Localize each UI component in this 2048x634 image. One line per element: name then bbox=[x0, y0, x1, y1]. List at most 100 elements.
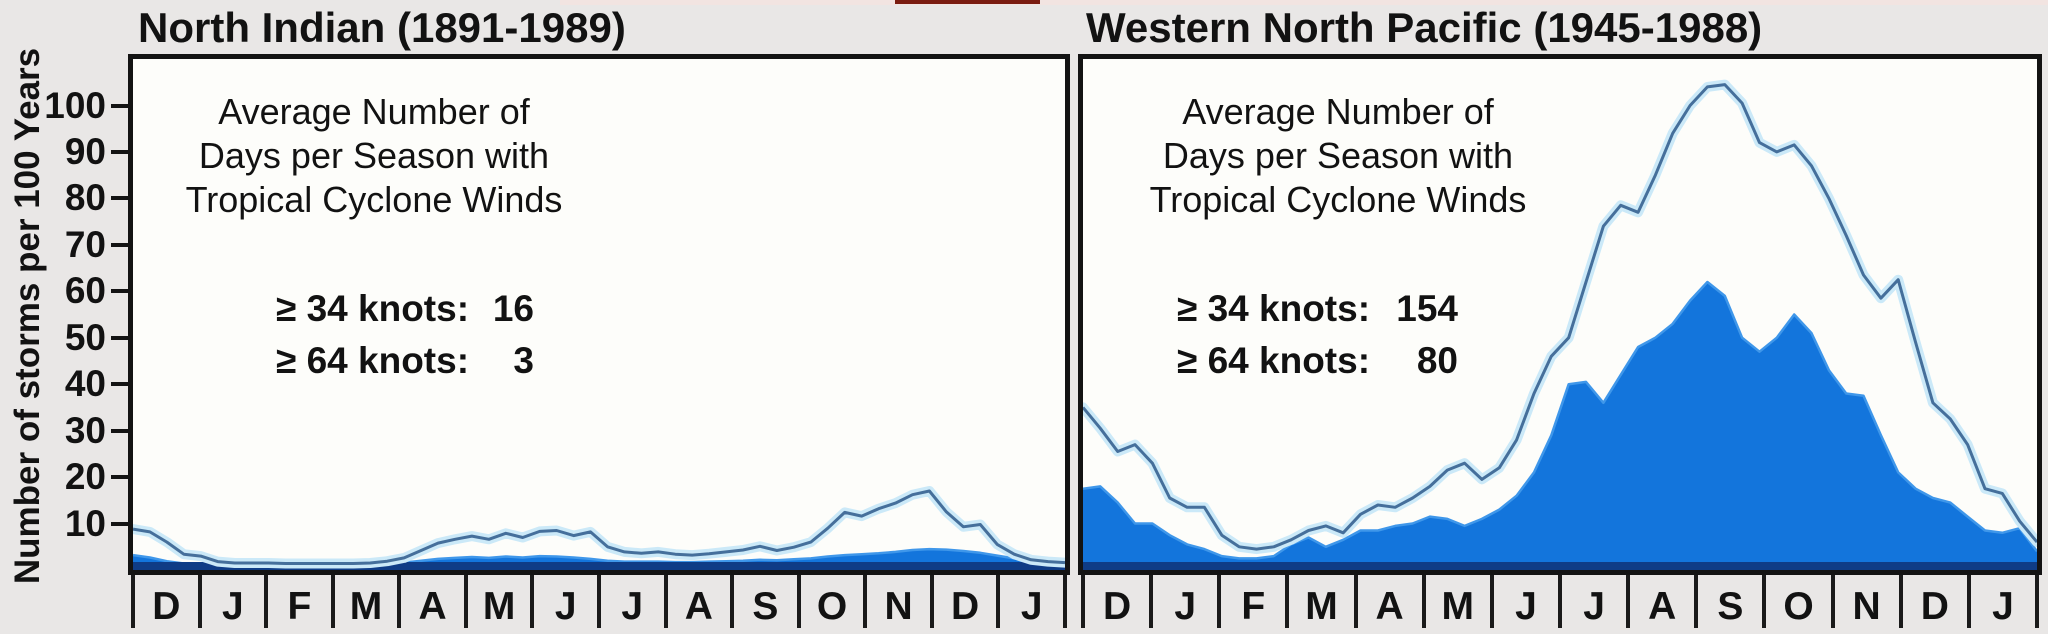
y-tick-mark bbox=[111, 196, 129, 201]
y-tick-label: 60 bbox=[64, 270, 106, 312]
y-tick-label: 20 bbox=[64, 456, 106, 498]
month-label: A bbox=[1648, 585, 1677, 628]
month-tick bbox=[1081, 575, 1085, 628]
legend-north-indian: ≥ 34 knots: 16 ≥ 64 knots: 3 bbox=[276, 283, 534, 387]
month-tick bbox=[1898, 575, 1903, 628]
month-label: S bbox=[1717, 585, 1744, 628]
month-label: J bbox=[1174, 585, 1197, 628]
month-label: M bbox=[349, 585, 383, 628]
legend-western-north-pacific: ≥ 34 knots: 154 ≥ 64 knots: 80 bbox=[1177, 283, 1458, 387]
month-label: J bbox=[1992, 585, 2014, 628]
month-label: O bbox=[816, 585, 848, 628]
y-tick-label: 80 bbox=[64, 177, 106, 219]
month-label: J bbox=[1020, 585, 1043, 628]
month-tick bbox=[1149, 575, 1154, 628]
month-label: F bbox=[1241, 585, 1266, 628]
legend-label: ≥ 64 knots: bbox=[276, 340, 470, 381]
annotation-line: Tropical Cyclone Winds bbox=[185, 179, 563, 220]
month-tick bbox=[1830, 575, 1835, 628]
month-tick bbox=[1063, 575, 1067, 628]
month-tick bbox=[397, 575, 402, 628]
month-label: J bbox=[554, 585, 577, 628]
y-tick-mark bbox=[111, 335, 129, 340]
month-tick bbox=[197, 575, 202, 628]
month-label: A bbox=[1375, 585, 1404, 628]
month-tick bbox=[1558, 575, 1562, 628]
month-tick bbox=[1217, 575, 1222, 628]
y-tick-mark bbox=[111, 475, 129, 480]
month-tick bbox=[663, 575, 668, 628]
y-tick-label: 10 bbox=[64, 502, 106, 544]
annotation-line: Average Number of bbox=[1182, 91, 1494, 132]
month-label: M bbox=[1305, 585, 1338, 628]
month-label: D bbox=[1102, 585, 1132, 628]
y-tick-mark bbox=[111, 149, 129, 154]
month-label: F bbox=[287, 585, 312, 628]
month-label: J bbox=[621, 585, 644, 628]
legend-row-64-knots: ≥ 64 knots: 80 bbox=[1177, 335, 1458, 387]
month-label: A bbox=[418, 585, 447, 628]
annotation-western-north-pacific: Average Number of Days per Season with T… bbox=[1118, 90, 1558, 222]
month-tick bbox=[1626, 575, 1631, 628]
y-tick-mark bbox=[111, 242, 129, 247]
month-tick bbox=[463, 575, 468, 628]
y-tick-mark bbox=[111, 521, 129, 526]
y-tick-mark bbox=[111, 428, 129, 433]
month-label: M bbox=[482, 585, 516, 628]
month-label: S bbox=[752, 585, 779, 628]
month-tick bbox=[929, 575, 934, 628]
month-tick bbox=[330, 575, 335, 628]
month-label: D bbox=[152, 585, 181, 628]
month-tick bbox=[1694, 575, 1699, 628]
legend-row-34-knots: ≥ 34 knots: 16 bbox=[276, 283, 534, 335]
annotation-line: Days per Season with bbox=[198, 135, 550, 176]
legend-row-34-knots: ≥ 34 knots: 154 bbox=[1177, 283, 1458, 335]
month-tick bbox=[530, 575, 535, 628]
annotation-line: Average Number of bbox=[218, 91, 530, 132]
month-tick bbox=[1353, 575, 1358, 628]
legend-value: 154 bbox=[1396, 288, 1458, 329]
annotation-line: Tropical Cyclone Winds bbox=[1149, 179, 1527, 220]
north-indian-chart bbox=[133, 486, 1065, 570]
western-north-pacific-chart bbox=[1083, 79, 2037, 570]
month-label: D bbox=[951, 585, 980, 628]
legend-label: ≥ 34 knots: bbox=[1177, 288, 1371, 329]
y-tick-label: 50 bbox=[64, 316, 106, 358]
y-tick-label: 90 bbox=[64, 130, 106, 172]
y-tick-label: 40 bbox=[64, 363, 106, 405]
month-label: M bbox=[1441, 585, 1475, 628]
y-tick-label: 70 bbox=[64, 223, 106, 265]
month-label: N bbox=[1852, 585, 1881, 628]
y-tick-mark bbox=[111, 289, 129, 294]
plot-area-north-indian bbox=[128, 54, 1070, 575]
y-tick-label: 30 bbox=[64, 409, 106, 451]
month-tick bbox=[1762, 575, 1767, 628]
month-label: D bbox=[1920, 585, 1949, 628]
legend-value: 3 bbox=[513, 340, 534, 381]
month-label: N bbox=[884, 585, 913, 628]
month-tick bbox=[264, 575, 269, 628]
legend-label: ≥ 64 knots: bbox=[1177, 340, 1371, 381]
annotation-line: Days per Season with bbox=[1162, 135, 1514, 176]
legend-row-64-knots: ≥ 64 knots: 3 bbox=[276, 335, 534, 387]
month-label: A bbox=[684, 585, 713, 628]
y-tick-mark bbox=[111, 103, 129, 108]
month-tick bbox=[597, 575, 601, 628]
month-tick bbox=[730, 575, 735, 628]
top-edge-pink-band bbox=[560, 0, 2048, 5]
legend-value: 16 bbox=[492, 288, 534, 329]
y-tick-label: 100 bbox=[44, 84, 106, 126]
legend-label: ≥ 34 knots: bbox=[276, 288, 470, 329]
month-tick bbox=[996, 575, 1001, 628]
plot-area-western-north-pacific bbox=[1078, 54, 2042, 575]
month-tick bbox=[1966, 575, 1971, 628]
month-tick bbox=[1285, 575, 1290, 628]
annotation-north-indian: Average Number of Days per Season with T… bbox=[154, 90, 594, 222]
month-tick bbox=[1421, 575, 1426, 628]
month-tick bbox=[1489, 575, 1494, 628]
legend-value: 80 bbox=[1416, 340, 1458, 381]
top-edge-red-streak bbox=[895, 0, 1040, 4]
month-tick bbox=[131, 575, 135, 628]
month-tick bbox=[796, 575, 801, 628]
